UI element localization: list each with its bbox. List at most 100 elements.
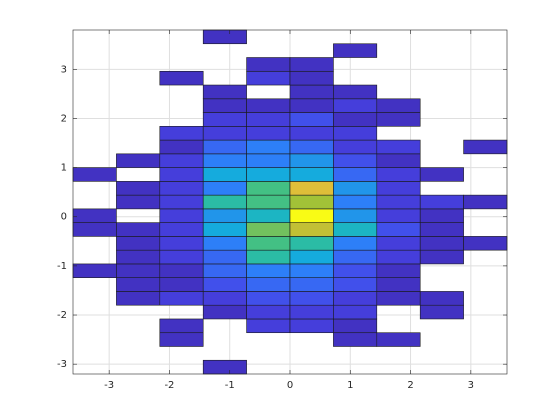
bin-tile — [202, 236, 247, 251]
bin-tile — [289, 263, 334, 278]
bin-tile — [246, 263, 291, 278]
bin-tile — [376, 98, 421, 113]
bin-tile — [419, 304, 464, 320]
bin-tile — [289, 57, 334, 72]
bin-tile — [463, 139, 508, 155]
bin-tile — [159, 291, 204, 306]
bin-tile — [419, 236, 464, 251]
bin-tile — [419, 194, 464, 210]
bin-tile — [202, 167, 247, 182]
bin-tile — [202, 277, 247, 292]
bin-tile — [202, 84, 247, 100]
bin-tile — [289, 277, 334, 292]
bin-tile — [116, 263, 161, 278]
bin-tile — [333, 291, 378, 306]
bin-tile — [333, 236, 378, 251]
bin-tile — [289, 167, 334, 182]
bin-tile — [333, 263, 378, 278]
bin-tile — [333, 318, 378, 334]
bin-tile — [202, 153, 247, 168]
bin-tile — [159, 181, 204, 196]
bin-tile — [289, 126, 334, 141]
bin-tile — [376, 332, 421, 347]
bin-tile — [246, 194, 291, 210]
bin-tile — [376, 181, 421, 196]
x-tick-label: 0 — [287, 380, 293, 391]
bin-tile — [376, 153, 421, 168]
bin-tile — [246, 167, 291, 182]
bin-tile — [246, 139, 291, 155]
bin-tile — [159, 222, 204, 237]
bin-tile — [202, 304, 247, 320]
bin-tile — [376, 194, 421, 210]
bin-tile — [202, 222, 247, 237]
bin-tile — [246, 249, 291, 265]
bin-tile — [246, 112, 291, 127]
y-tick-label: 1 — [61, 163, 67, 174]
bin-tile — [159, 126, 204, 141]
bin-tile — [202, 139, 247, 155]
bin-tile — [202, 359, 247, 375]
x-tick-label: -1 — [225, 380, 235, 391]
bin-tile — [289, 318, 334, 334]
bin-tile — [419, 208, 464, 223]
bin-tile — [289, 84, 334, 100]
bin-tile — [202, 249, 247, 265]
bin-tile — [333, 222, 378, 237]
bin-tile — [116, 291, 161, 306]
bin-tile — [419, 249, 464, 265]
bin-tile — [333, 304, 378, 320]
bin-tile — [289, 236, 334, 251]
bin-tile — [159, 139, 204, 155]
y-tick-label: -1 — [57, 261, 67, 272]
bin-tile — [376, 249, 421, 265]
bin-tile — [419, 222, 464, 237]
bin-tile — [72, 263, 117, 278]
bin-tile — [333, 194, 378, 210]
bin-tile — [419, 291, 464, 306]
bin-tile — [376, 167, 421, 182]
bin-tile — [333, 277, 378, 292]
y-tick-label: -3 — [57, 359, 67, 370]
bin-tile — [202, 112, 247, 127]
bin-tile — [333, 249, 378, 265]
x-tick-label: 1 — [347, 380, 353, 391]
bin-tile — [159, 249, 204, 265]
y-tick-label: -2 — [57, 310, 67, 321]
bin-tile — [289, 70, 334, 86]
bin-tile — [333, 332, 378, 347]
bin-tile — [289, 153, 334, 168]
bin-tile — [202, 263, 247, 278]
bin-tile — [289, 249, 334, 265]
bin-tile — [202, 208, 247, 223]
bin-tile — [159, 277, 204, 292]
bin-tile — [376, 277, 421, 292]
bin-tile — [159, 167, 204, 182]
bin-tile — [246, 304, 291, 320]
bin-tile — [202, 29, 247, 45]
bin-tile — [376, 222, 421, 237]
bin-tile — [246, 318, 291, 334]
bin-tile — [116, 249, 161, 265]
bin-tile — [246, 222, 291, 237]
bin-tile — [376, 208, 421, 223]
bin-tile — [289, 291, 334, 306]
bin-tile — [289, 194, 334, 210]
bin-tile — [246, 291, 291, 306]
bin-tile — [246, 208, 291, 223]
bin-tile — [333, 126, 378, 141]
bin-tile — [333, 153, 378, 168]
bin-tile — [246, 236, 291, 251]
x-tick-label: 2 — [407, 380, 413, 391]
bin-tile — [289, 112, 334, 127]
bin-tile — [202, 181, 247, 196]
bin-tile — [289, 98, 334, 113]
bin-tile — [159, 236, 204, 251]
bin-tile — [333, 43, 378, 58]
bin-tile — [246, 98, 291, 113]
bin-tile — [333, 181, 378, 196]
bin-tile — [289, 304, 334, 320]
bin-tile — [463, 236, 508, 251]
